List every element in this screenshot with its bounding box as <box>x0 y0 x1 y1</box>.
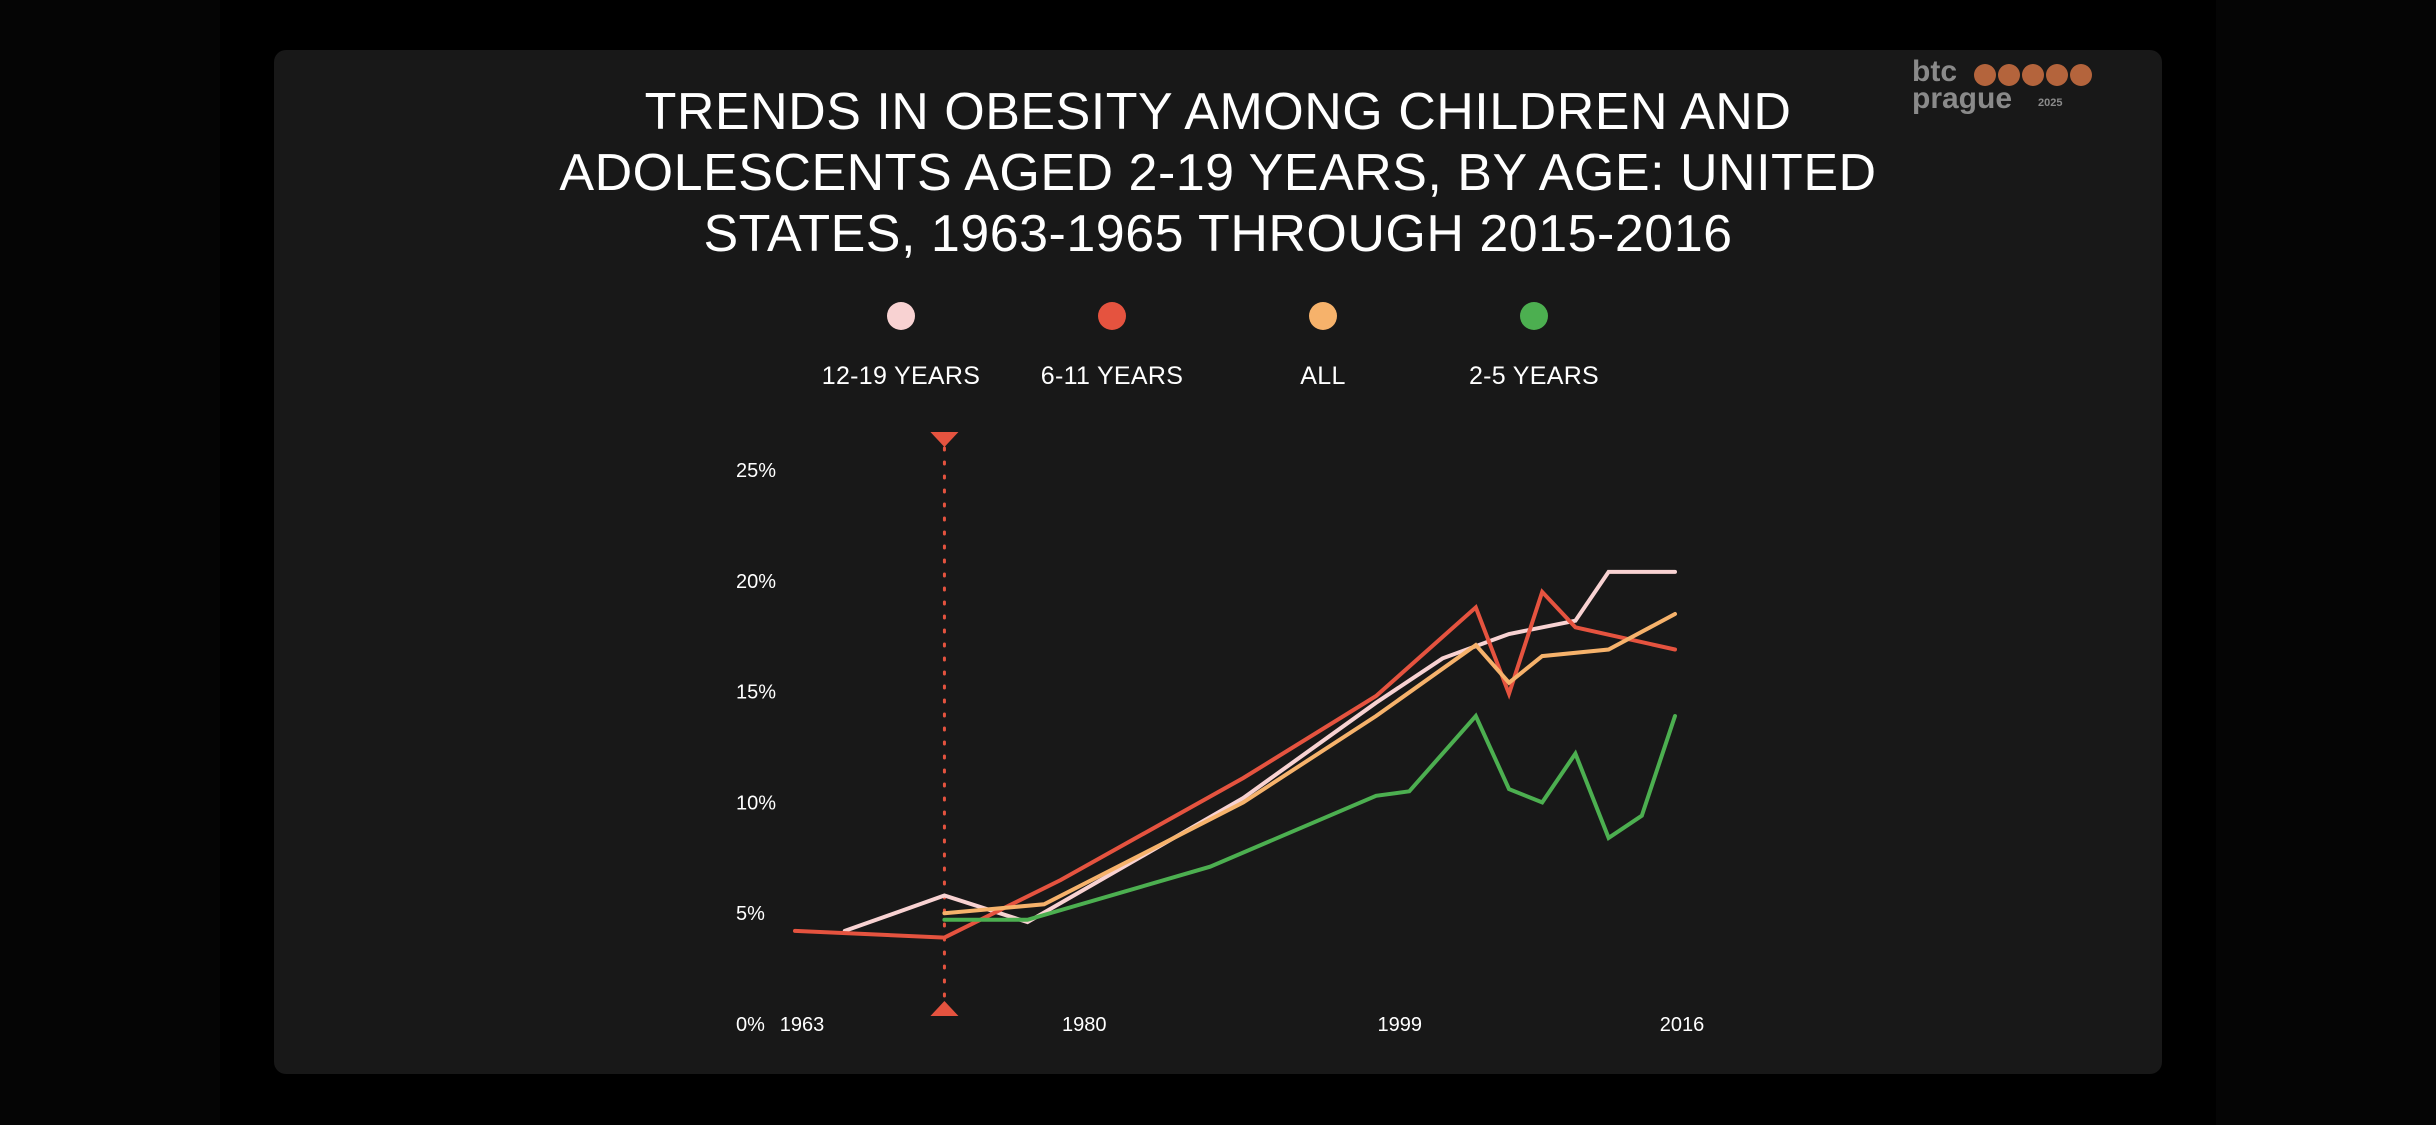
right-backdrop <box>2216 0 2436 1125</box>
series-lines <box>793 569 1677 940</box>
logo-dots-icon <box>1974 64 2094 86</box>
line-6-11 <box>793 588 1677 940</box>
conference-logo: btc prague 2025 <box>1912 56 2102 122</box>
marker-top-triangle[interactable] <box>930 432 959 447</box>
legend-label-all: ALL <box>1300 362 1346 390</box>
x-tick-label: 1963 <box>780 1014 825 1036</box>
legend-dot-12-19 <box>887 302 915 330</box>
y-tick-label: 25% <box>736 460 776 482</box>
legend-label-2-5: 2-5 YEARS <box>1468 362 1600 390</box>
y-tick-label: 0% <box>736 1014 765 1036</box>
y-tick-label: 15% <box>736 682 776 704</box>
logo-btc-text: btc <box>1912 55 1957 88</box>
legend-item-all: ALL <box>1213 302 1433 391</box>
legend-dot-2-5 <box>1520 302 1548 330</box>
y-tick-label: 10% <box>736 792 776 814</box>
line-2-5 <box>942 712 1677 922</box>
y-tick-label: 20% <box>736 571 776 593</box>
y-axis-ticks: 0% 5% 10% 15% 20% 25% <box>736 460 776 1036</box>
line-12-19 <box>842 569 1677 933</box>
logo-year: 2025 <box>2038 97 2063 109</box>
slide-panel <box>274 50 2162 1074</box>
x-tick-label: 1999 <box>1377 1014 1422 1036</box>
legend-label-12-19: 12-19 YEARS <box>821 362 981 390</box>
logo-prague-text: prague <box>1912 82 2013 115</box>
marker-bottom-triangle[interactable] <box>930 1001 959 1016</box>
legend-dot-all <box>1309 302 1337 330</box>
legend-dot-6-11 <box>1098 302 1126 330</box>
line-all <box>942 612 1677 916</box>
legend-item-12-19: 12-19 YEARS <box>791 302 1011 391</box>
left-backdrop <box>0 0 220 1125</box>
chart-title: TRENDS IN OBESITY AMONG CHILDREN AND ADO… <box>559 83 1877 263</box>
x-tick-label: 1980 <box>1062 1014 1107 1036</box>
legend-label-6-11: 6-11 YEARS <box>1040 362 1184 390</box>
x-axis-ticks: 1963 1980 1999 2016 <box>780 1014 1705 1036</box>
legend-item-6-11: 6-11 YEARS <box>1002 302 1222 391</box>
y-tick-label: 5% <box>736 903 765 925</box>
time-marker[interactable] <box>930 432 959 1016</box>
x-tick-label: 2016 <box>1660 1014 1705 1036</box>
legend-item-2-5: 2-5 YEARS <box>1424 302 1644 391</box>
